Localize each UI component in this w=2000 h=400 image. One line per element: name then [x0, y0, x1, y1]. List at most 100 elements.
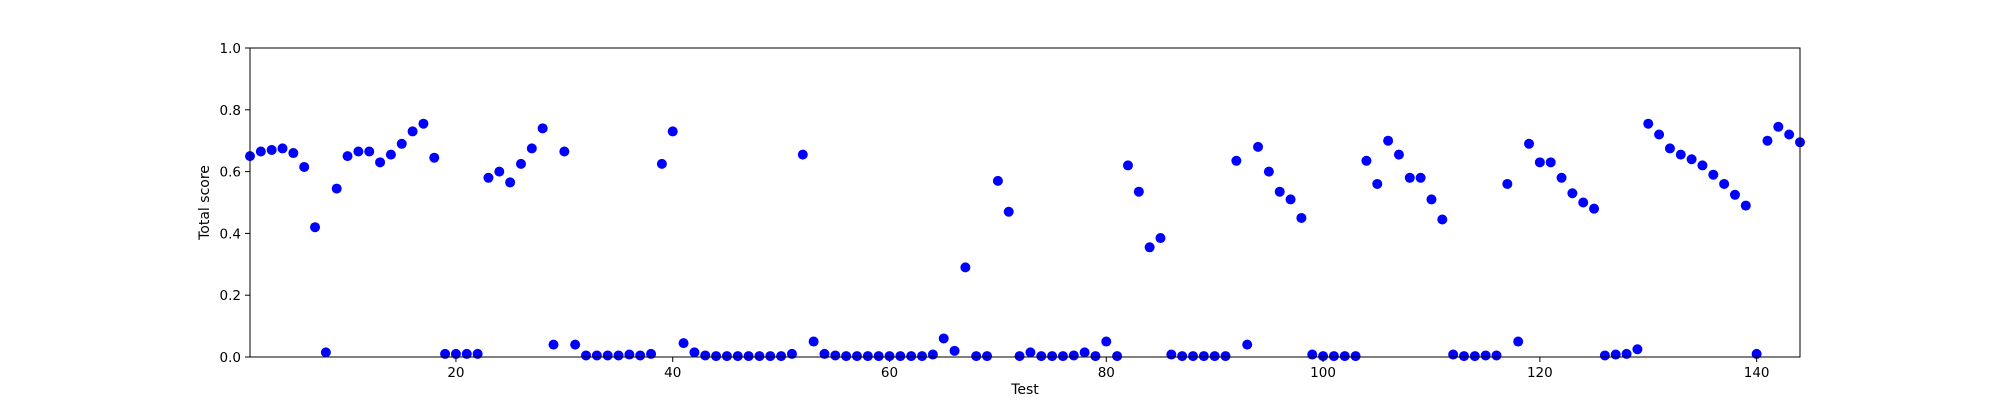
data-point — [1307, 349, 1318, 360]
x-axis-ticks: 20 40 60 80 100 120 140 — [447, 357, 1770, 381]
data-point — [819, 348, 830, 359]
data-point — [689, 347, 700, 358]
y-tick-label: 0.6 — [220, 165, 241, 181]
data-point — [884, 351, 895, 362]
data-point — [450, 348, 461, 359]
data-point — [1621, 348, 1632, 359]
data-point — [1393, 149, 1404, 160]
data-point — [559, 146, 570, 157]
x-tick-label: 100 — [1310, 365, 1336, 381]
data-point — [971, 351, 982, 362]
data-point — [1589, 203, 1600, 214]
data-point — [830, 350, 841, 361]
data-point — [732, 351, 743, 362]
data-point — [1686, 154, 1697, 165]
data-point — [288, 148, 299, 159]
data-point — [1719, 178, 1730, 189]
x-tick-label: 80 — [1098, 365, 1115, 381]
data-point — [1697, 160, 1708, 171]
data-point — [1643, 118, 1654, 129]
y-tick-label: 0.8 — [220, 103, 241, 119]
data-point — [472, 348, 483, 359]
data-point — [1057, 351, 1068, 362]
data-point — [1632, 344, 1643, 355]
data-point — [1361, 155, 1372, 166]
data-point — [927, 349, 938, 360]
data-point — [1469, 351, 1480, 362]
y-tick-label: 0.2 — [220, 288, 241, 304]
data-point — [1708, 169, 1719, 180]
data-point — [1285, 194, 1296, 205]
data-point — [1242, 339, 1253, 350]
data-point — [711, 351, 722, 362]
data-point — [873, 351, 884, 362]
data-point — [1166, 349, 1177, 360]
data-point — [1458, 351, 1469, 362]
data-point — [1209, 351, 1220, 362]
data-point — [1675, 149, 1686, 160]
data-point — [526, 143, 537, 154]
data-point — [342, 151, 353, 162]
data-point — [678, 338, 689, 349]
data-point — [786, 348, 797, 359]
data-point — [938, 333, 949, 344]
data-points — [245, 118, 1805, 362]
data-point — [624, 349, 635, 360]
data-point — [1762, 135, 1773, 146]
data-point — [1144, 242, 1155, 253]
data-point — [1253, 141, 1264, 152]
data-point — [949, 345, 960, 356]
x-tick-label: 140 — [1744, 365, 1770, 381]
data-point — [266, 144, 277, 155]
data-point — [895, 351, 906, 362]
data-point — [1220, 351, 1231, 362]
data-point — [1524, 138, 1535, 149]
data-point — [461, 348, 472, 359]
data-point — [1047, 351, 1058, 362]
data-point — [721, 351, 732, 362]
data-point — [1133, 186, 1144, 197]
data-point — [1491, 350, 1502, 361]
data-point — [1198, 351, 1209, 362]
x-tick-label: 120 — [1527, 365, 1553, 381]
data-point — [353, 146, 364, 157]
y-tick-label: 0.0 — [220, 350, 241, 366]
data-point — [375, 157, 386, 168]
data-point — [1773, 121, 1784, 132]
data-point — [1404, 172, 1415, 183]
data-point — [1177, 351, 1188, 362]
x-tick-label: 40 — [664, 365, 681, 381]
data-point — [776, 351, 787, 362]
data-point — [1599, 350, 1610, 361]
data-point — [1784, 129, 1795, 140]
data-point — [613, 350, 624, 361]
data-point — [310, 222, 321, 233]
data-point — [1664, 143, 1675, 154]
data-point — [1328, 351, 1339, 362]
data-point — [1112, 351, 1123, 362]
data-point — [1263, 166, 1274, 177]
data-point — [483, 172, 494, 183]
data-point — [1231, 155, 1242, 166]
data-point — [1426, 194, 1437, 205]
data-point — [1480, 350, 1491, 361]
data-point — [277, 143, 288, 154]
data-point — [331, 183, 342, 194]
data-point — [1079, 347, 1090, 358]
data-point — [581, 350, 592, 361]
data-point — [1545, 157, 1556, 168]
data-point — [364, 146, 375, 157]
data-point — [1513, 336, 1524, 347]
data-point — [656, 158, 667, 169]
data-point — [635, 350, 646, 361]
data-point — [1740, 200, 1751, 211]
data-point — [602, 350, 613, 361]
data-point — [548, 339, 559, 350]
data-point — [570, 339, 581, 350]
data-point — [1068, 350, 1079, 361]
y-axis-title: Total score — [197, 165, 213, 241]
data-point — [1122, 160, 1133, 171]
data-point — [537, 123, 548, 134]
data-point — [1534, 157, 1545, 168]
